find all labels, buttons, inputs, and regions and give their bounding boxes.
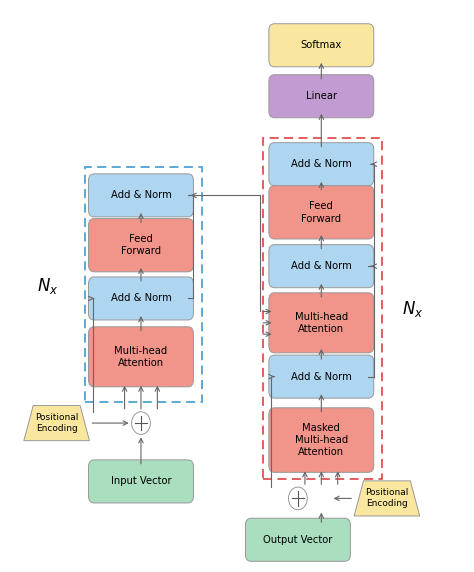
FancyBboxPatch shape xyxy=(269,293,374,353)
FancyBboxPatch shape xyxy=(89,174,193,217)
Text: $\mathit{N_x}$: $\mathit{N_x}$ xyxy=(402,299,423,319)
FancyBboxPatch shape xyxy=(269,186,374,239)
FancyBboxPatch shape xyxy=(269,408,374,472)
Text: $\mathit{N_x}$: $\mathit{N_x}$ xyxy=(36,276,58,296)
Text: Multi-head
Attention: Multi-head Attention xyxy=(114,345,168,368)
Text: Output Vector: Output Vector xyxy=(263,535,333,545)
Text: Masked
Multi-head
Attention: Masked Multi-head Attention xyxy=(295,423,348,458)
Circle shape xyxy=(289,487,307,510)
Text: Add & Norm: Add & Norm xyxy=(291,261,352,271)
Polygon shape xyxy=(354,481,419,516)
Text: Feed
Forward: Feed Forward xyxy=(301,201,341,224)
Text: Add & Norm: Add & Norm xyxy=(291,159,352,169)
FancyBboxPatch shape xyxy=(269,355,374,398)
FancyBboxPatch shape xyxy=(89,327,193,387)
Text: Input Vector: Input Vector xyxy=(110,476,171,486)
Bar xyxy=(85,167,202,402)
Text: Positional
Encoding: Positional Encoding xyxy=(365,488,409,509)
FancyBboxPatch shape xyxy=(269,23,374,67)
FancyBboxPatch shape xyxy=(89,277,193,320)
Text: Linear: Linear xyxy=(306,92,337,101)
Text: Feed
Forward: Feed Forward xyxy=(121,234,161,256)
Text: Add & Norm: Add & Norm xyxy=(291,372,352,382)
Text: Add & Norm: Add & Norm xyxy=(110,293,171,304)
Text: Positional
Encoding: Positional Encoding xyxy=(35,413,78,433)
FancyBboxPatch shape xyxy=(89,460,193,503)
Circle shape xyxy=(132,412,150,434)
Text: Multi-head
Attention: Multi-head Attention xyxy=(295,312,348,334)
Text: Add & Norm: Add & Norm xyxy=(110,190,171,200)
Bar xyxy=(263,138,382,479)
Text: Softmax: Softmax xyxy=(301,40,342,50)
Polygon shape xyxy=(24,406,90,440)
FancyBboxPatch shape xyxy=(269,75,374,118)
FancyBboxPatch shape xyxy=(269,142,374,186)
FancyBboxPatch shape xyxy=(269,245,374,288)
FancyBboxPatch shape xyxy=(246,518,350,561)
FancyBboxPatch shape xyxy=(89,219,193,272)
